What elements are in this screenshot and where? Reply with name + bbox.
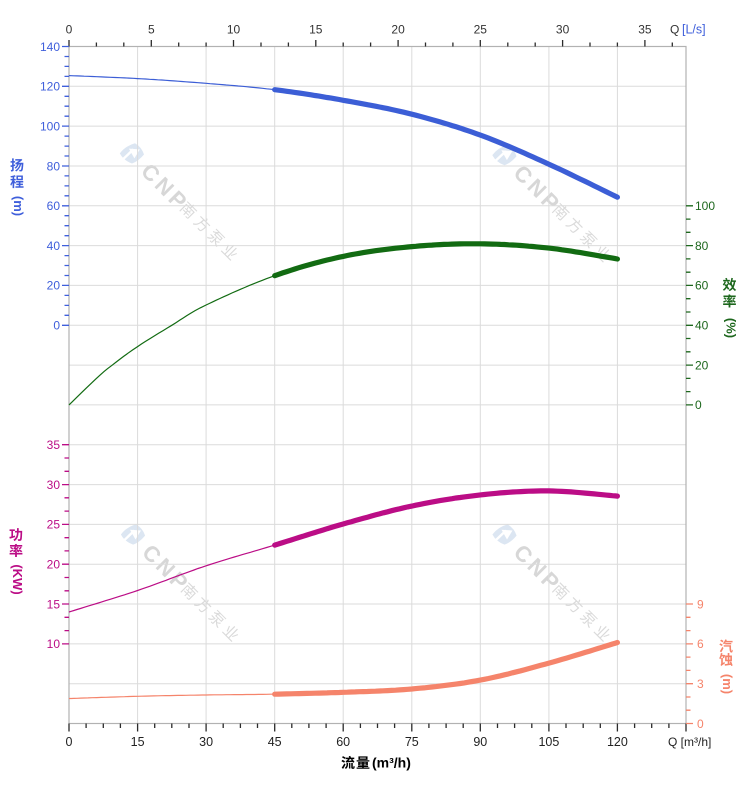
svg-text:40: 40 [47,239,61,253]
svg-text:20: 20 [47,279,61,293]
svg-text:100: 100 [40,119,60,133]
svg-text:20: 20 [695,358,709,372]
svg-text:105: 105 [538,735,559,749]
svg-text:(m): (m) [720,674,735,694]
svg-text:(m): (m) [11,196,26,216]
svg-text:25: 25 [47,518,61,532]
svg-text:15: 15 [309,23,323,37]
svg-text:(%): (%) [724,318,739,338]
svg-text:80: 80 [695,239,709,253]
svg-text:60: 60 [336,735,350,749]
svg-text:0: 0 [53,319,60,333]
svg-text:35: 35 [47,438,61,452]
svg-text:[L/s]: [L/s] [682,23,706,37]
svg-text:140: 140 [40,40,60,54]
svg-text:30: 30 [199,735,213,749]
svg-text:75: 75 [405,735,419,749]
svg-text:(KW): (KW) [10,564,25,594]
svg-text:45: 45 [268,735,282,749]
svg-text:40: 40 [695,319,709,333]
svg-text:0: 0 [697,717,704,731]
svg-text:30: 30 [47,478,61,492]
svg-text:Q [m³/h]: Q [m³/h] [668,735,711,749]
svg-text:60: 60 [695,279,709,293]
svg-text:80: 80 [47,159,61,173]
svg-text:25: 25 [474,23,488,37]
svg-text:9: 9 [697,597,704,611]
svg-text:Q: Q [670,23,679,37]
svg-text:100: 100 [695,199,715,213]
svg-text:60: 60 [47,199,61,213]
svg-text:3: 3 [697,677,704,691]
svg-text:20: 20 [47,558,61,572]
svg-text:5: 5 [148,23,155,37]
svg-text:30: 30 [556,23,570,37]
svg-text:(m³/h): (m³/h) [372,755,411,771]
svg-text:15: 15 [131,735,145,749]
svg-text:0: 0 [66,735,73,749]
svg-text:20: 20 [391,23,405,37]
svg-text:10: 10 [227,23,241,37]
svg-text:15: 15 [47,597,61,611]
svg-text:0: 0 [695,398,702,412]
svg-text:6: 6 [697,637,704,651]
svg-text:120: 120 [40,80,60,94]
svg-text:120: 120 [607,735,628,749]
svg-text:90: 90 [473,735,487,749]
svg-text:10: 10 [47,637,61,651]
svg-text:0: 0 [66,23,73,37]
svg-text:35: 35 [638,23,652,37]
